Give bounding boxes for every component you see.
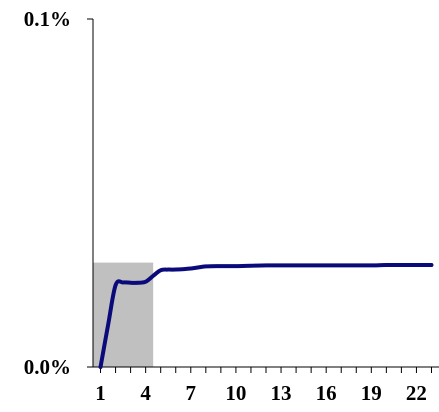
y-tick-label: 0.0% <box>24 355 71 379</box>
x-tick-label: 7 <box>186 381 197 405</box>
axes-layer <box>87 18 439 373</box>
series-layer <box>98 263 434 369</box>
x-tick-label: 22 <box>406 381 427 405</box>
tick-labels-layer: 0.0% 0.1% 1 4 7 10 13 16 19 22 <box>24 7 427 405</box>
x-tick-label: 19 <box>361 381 382 405</box>
y-tick-label: 0.1% <box>24 7 71 31</box>
x-tick-label: 4 <box>140 381 151 405</box>
series-line <box>98 263 434 369</box>
x-tick-label: 16 <box>316 381 337 405</box>
x-tick-label: 1 <box>95 381 106 405</box>
x-tick-label: 10 <box>225 381 246 405</box>
x-tick-label: 13 <box>271 381 292 405</box>
